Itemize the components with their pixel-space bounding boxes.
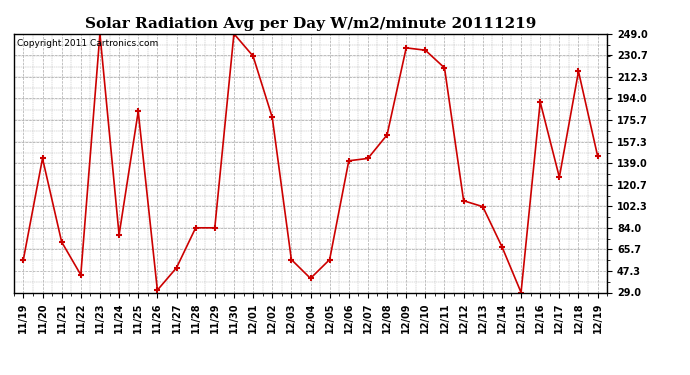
Title: Solar Radiation Avg per Day W/m2/minute 20111219: Solar Radiation Avg per Day W/m2/minute … [85, 17, 536, 31]
Text: Copyright 2011 Cartronics.com: Copyright 2011 Cartronics.com [17, 39, 158, 48]
